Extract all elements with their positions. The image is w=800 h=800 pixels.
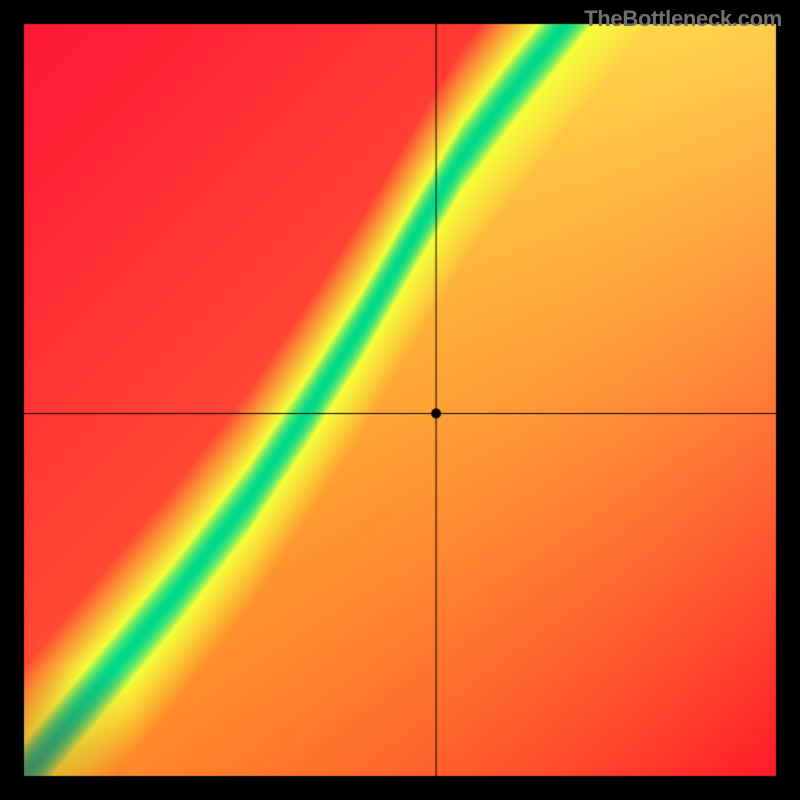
bottleneck-heatmap	[0, 0, 800, 800]
chart-container: TheBottleneck.com	[0, 0, 800, 800]
